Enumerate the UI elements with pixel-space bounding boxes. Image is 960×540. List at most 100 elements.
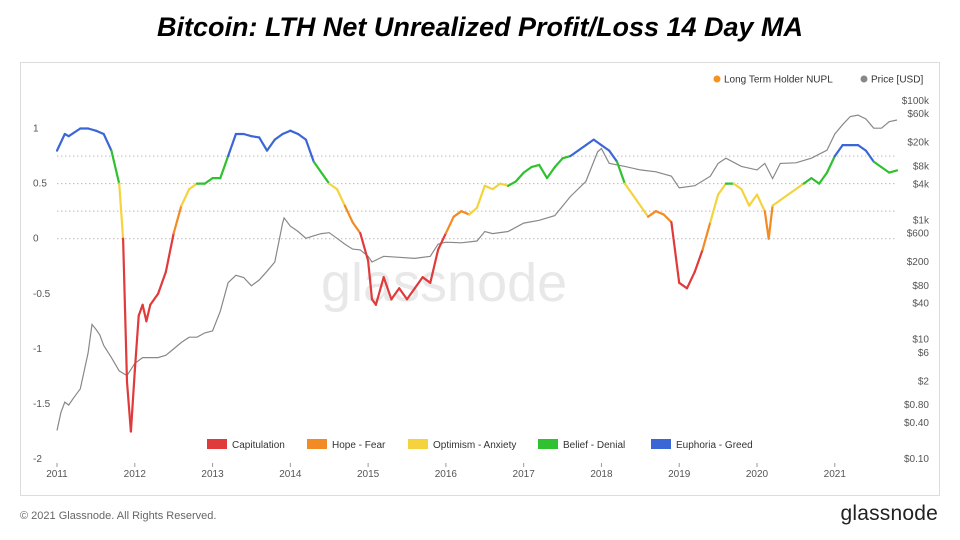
nupl-segment: [304, 138, 315, 163]
nupl-segment: [693, 248, 704, 273]
x-tick-label: 2018: [590, 469, 613, 480]
right-tick-label: $8k: [913, 161, 930, 172]
nupl-segment: [576, 143, 588, 152]
right-tick-label: $600: [907, 229, 930, 240]
glassnode-logo: glassnode: [840, 502, 938, 525]
nupl-segment: [129, 369, 136, 433]
nupl-segment: [685, 270, 696, 290]
nupl-segment: [522, 165, 533, 174]
nupl-segment: [421, 276, 432, 284]
left-axis: 1 0.5 0 -0.5 -1 -1.5 -2: [33, 124, 51, 465]
zone-legend-label: Euphoria - Greed: [676, 440, 753, 451]
nupl-segment: [312, 160, 323, 174]
nupl-segment: [110, 149, 121, 185]
right-tick-label: $0.40: [904, 418, 929, 429]
nupl-segment: [670, 221, 681, 284]
zone-legend-swatch: [307, 439, 327, 449]
nupl-segment: [825, 154, 836, 174]
nupl-segment: [437, 232, 447, 251]
zone-legend-swatch: [651, 439, 671, 449]
nupl-segment: [367, 259, 374, 301]
nupl-segment: [748, 193, 759, 207]
right-tick-label: $40: [912, 299, 929, 310]
nupl-segment: [265, 138, 276, 152]
nupl-segment: [413, 276, 424, 290]
nupl-segment: [343, 204, 354, 224]
right-tick-label: $4k: [913, 179, 930, 190]
nupl-segment: [794, 182, 805, 191]
nupl-segment: [359, 232, 370, 262]
nupl-segment: [258, 136, 269, 152]
nupl-layer: [55, 127, 899, 433]
nupl-chart: glassnode 1 0.5 0 -0.5 -1 -1.5 -2 $100k $60k $20…: [33, 75, 930, 481]
left-tick-label: -1.5: [33, 399, 51, 410]
nupl-segment: [483, 184, 494, 191]
right-tick-label: $0.10: [904, 454, 929, 465]
top-legend-label: Price [USD]: [871, 75, 923, 86]
nupl-segment: [856, 143, 868, 152]
x-tick-label: 2019: [668, 469, 691, 480]
nupl-segment: [475, 184, 486, 209]
price-layer: [56, 114, 898, 431]
nupl-segment: [297, 132, 307, 141]
x-tick-label: 2011: [46, 469, 68, 480]
nupl-segment: [584, 138, 595, 147]
right-tick-label: $10: [912, 335, 929, 346]
nupl-segment: [452, 210, 463, 218]
nupl-segment: [545, 165, 556, 180]
nupl-segment: [335, 187, 346, 207]
nupl-segment: [561, 154, 572, 160]
zone-legend-label: Belief - Denial: [563, 440, 625, 451]
nupl-segment: [145, 303, 152, 323]
nupl-segment: [149, 292, 160, 306]
nupl-segment: [219, 154, 230, 180]
nupl-segment: [499, 182, 510, 187]
right-tick-label: $200: [907, 257, 930, 268]
nupl-segment: [273, 132, 284, 141]
nupl-segment: [623, 182, 634, 196]
left-tick-label: -2: [33, 454, 42, 465]
nupl-segment: [67, 127, 82, 138]
nupl-segment: [460, 210, 471, 216]
nupl-segment: [615, 160, 626, 185]
x-tick-label: 2021: [824, 469, 847, 480]
left-tick-label: 0: [33, 234, 39, 245]
left-tick-label: 0.5: [33, 179, 47, 190]
left-tick-label: 1: [33, 124, 39, 135]
nupl-segment: [55, 132, 66, 152]
x-tick-label: 2016: [435, 469, 458, 480]
nupl-segment: [864, 149, 875, 163]
nupl-segment: [242, 132, 253, 138]
nupl-segment: [141, 303, 148, 323]
zone-legend-label: Capitulation: [232, 440, 285, 451]
nupl-segment: [646, 210, 658, 218]
nupl-segment: [102, 132, 113, 152]
nupl-segment: [631, 193, 642, 207]
nupl-segment: [250, 135, 261, 139]
nupl-segment: [553, 157, 564, 169]
zone-legend-swatch: [408, 439, 428, 449]
nupl-segment: [662, 213, 673, 224]
top-legend-label: Long Term Holder NUPL: [724, 75, 833, 86]
nupl-segment: [530, 163, 541, 169]
nupl-segment: [320, 171, 331, 185]
nupl-segment: [639, 204, 650, 218]
zone-legend-swatch: [538, 439, 558, 449]
nupl-segment: [767, 204, 774, 240]
nupl-segment: [133, 314, 140, 372]
right-tick-label: $80: [912, 281, 929, 292]
nupl-segment: [763, 210, 770, 240]
nupl-segment: [716, 182, 728, 196]
nupl-segment: [507, 180, 517, 187]
right-tick-label: $2: [918, 376, 930, 387]
nupl-segment: [810, 176, 821, 185]
chart-frame: glassnode 1 0.5 0 -0.5 -1 -1.5 -2 $100k $60k $20…: [20, 62, 940, 496]
nupl-segment: [592, 138, 603, 147]
nupl-segment: [118, 182, 125, 240]
nupl-segment: [709, 193, 720, 224]
nupl-segment: [491, 182, 502, 191]
nupl-segment: [86, 127, 98, 132]
left-tick-label: -1: [33, 344, 42, 355]
nupl-segment: [802, 176, 813, 185]
nupl-segment: [678, 281, 689, 290]
